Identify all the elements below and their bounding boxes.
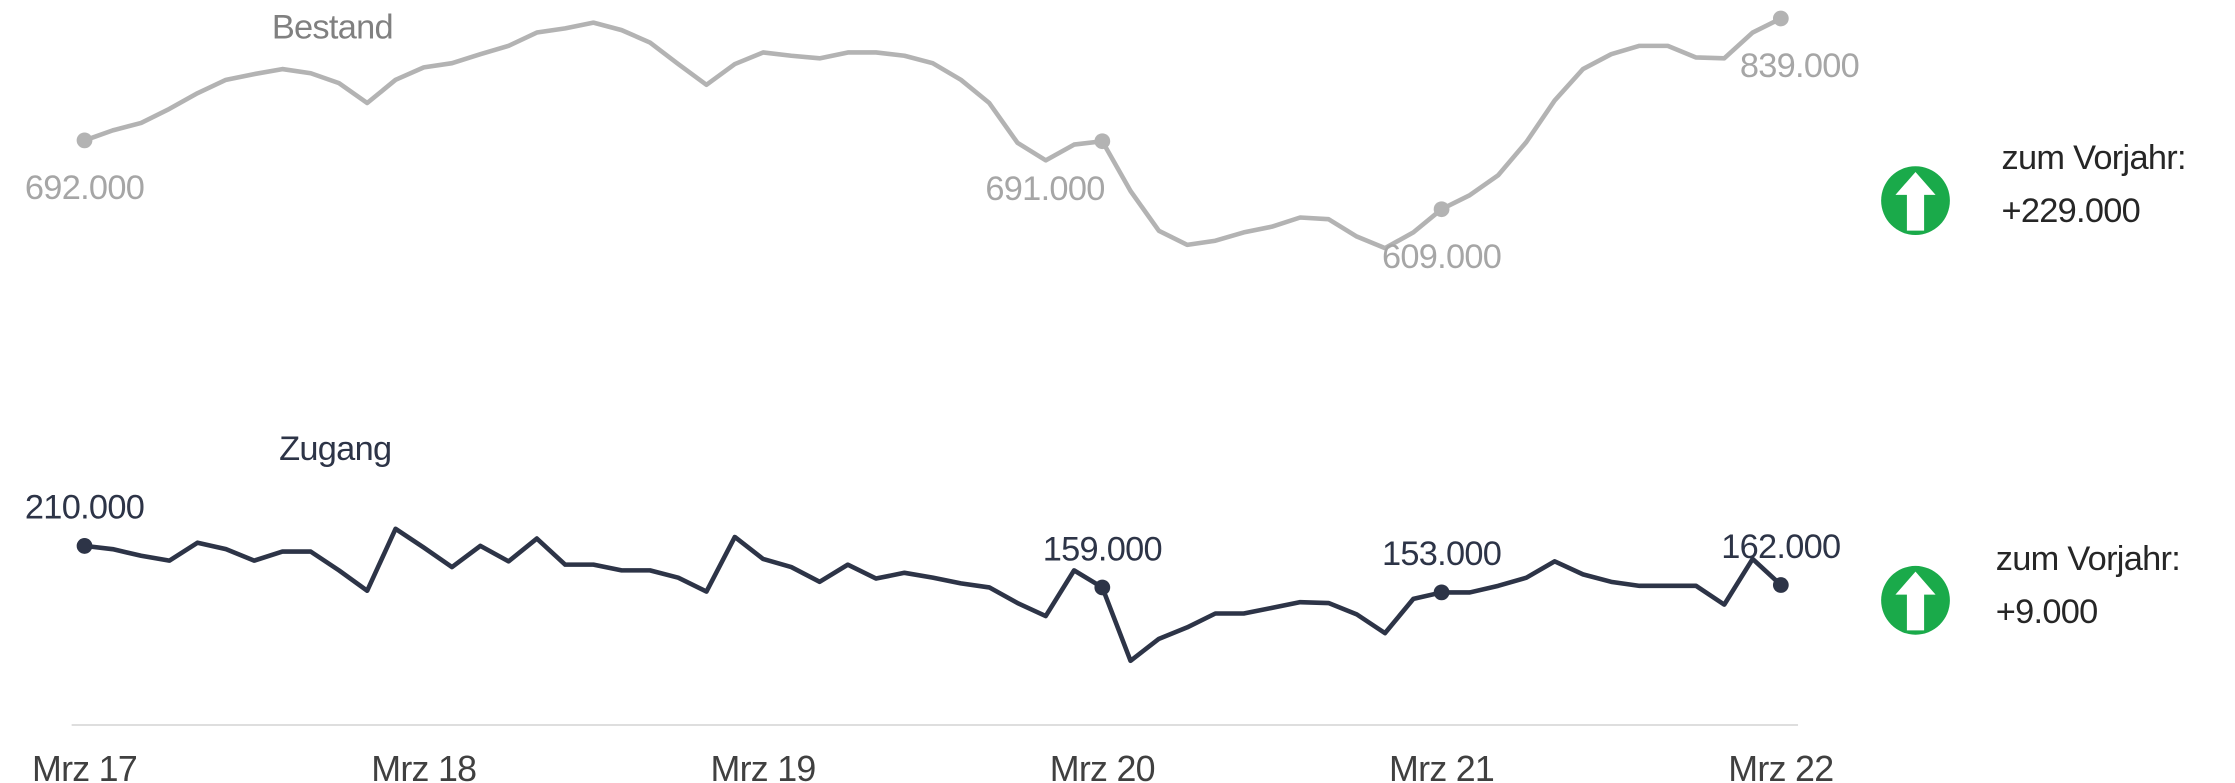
arrow-part bbox=[1895, 171, 1936, 231]
change-label: zum Vorjahr: bbox=[2001, 139, 2185, 177]
x-tick-label: Mrz 18 bbox=[371, 749, 476, 783]
x-tick-label: Mrz 20 bbox=[1050, 749, 1155, 783]
value-label: 159.000 bbox=[1043, 530, 1162, 568]
series-line bbox=[83, 16, 1782, 251]
x-tick-label: Mrz 19 bbox=[710, 749, 815, 783]
point-marker bbox=[76, 538, 93, 554]
value-label: 609.000 bbox=[1382, 238, 1501, 276]
point-marker bbox=[1433, 201, 1450, 218]
value-label: 839.000 bbox=[1740, 47, 1859, 85]
series-title: Bestand bbox=[272, 9, 393, 47]
point-marker bbox=[1772, 577, 1789, 593]
point-marker bbox=[1094, 133, 1111, 150]
value-label: 162.000 bbox=[1721, 528, 1840, 566]
point-marker bbox=[76, 132, 93, 149]
change-value: +9.000 bbox=[1996, 593, 2098, 631]
value-label: 692.000 bbox=[25, 169, 144, 207]
arrow-part bbox=[1895, 571, 1936, 631]
series-line bbox=[84, 526, 1783, 664]
change-arrow bbox=[1881, 166, 1950, 235]
point-marker bbox=[1433, 584, 1450, 601]
change-arrow bbox=[1881, 565, 1950, 635]
value-label: 210.000 bbox=[25, 489, 144, 527]
x-tick-label: Mrz 22 bbox=[1728, 749, 1833, 783]
value-label: 691.000 bbox=[985, 170, 1104, 208]
point-marker bbox=[1094, 579, 1111, 596]
change-value: +229.000 bbox=[2001, 192, 2140, 230]
x-tick-label: Mrz 17 bbox=[32, 749, 137, 783]
x-tick-label: Mrz 21 bbox=[1389, 749, 1494, 783]
series-title: Zugang bbox=[279, 430, 391, 468]
value-label: 153.000 bbox=[1382, 535, 1501, 573]
change-label: zum Vorjahr: bbox=[1996, 540, 2180, 578]
point-marker bbox=[1772, 10, 1789, 27]
